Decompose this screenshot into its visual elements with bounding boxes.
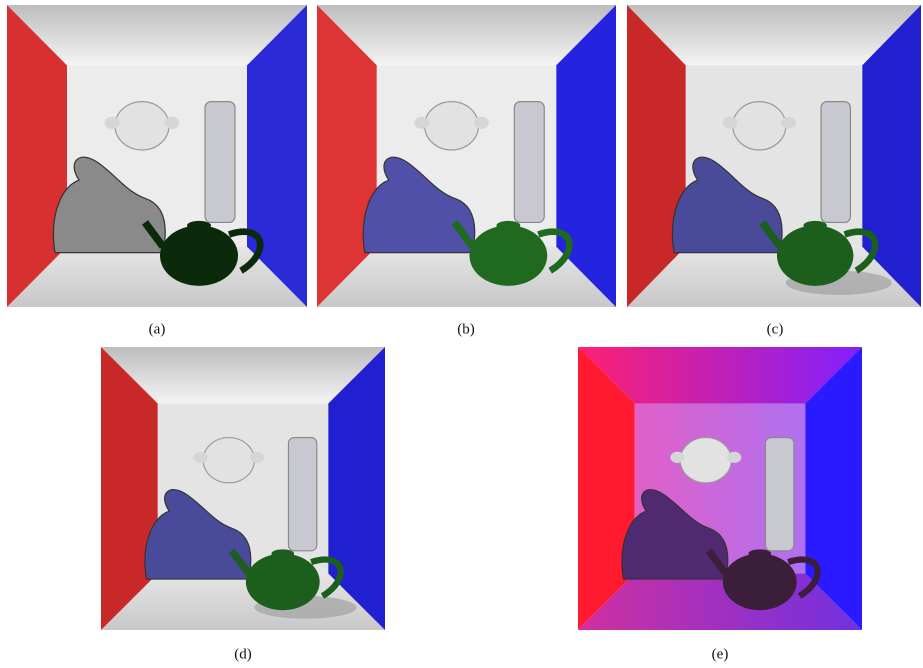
render-image (7, 5, 307, 307)
monkey-head (203, 438, 254, 483)
statue (514, 102, 544, 223)
render-image (578, 347, 862, 630)
monkey-ear (781, 117, 796, 129)
teapot (246, 554, 320, 611)
monkey-head (425, 102, 479, 150)
caption: (e) (712, 646, 729, 662)
teapot (469, 225, 547, 285)
monkey-head (115, 102, 169, 150)
teapot-lid (496, 221, 520, 230)
caption: (a) (149, 321, 166, 337)
teapot (160, 225, 238, 285)
render-image (101, 347, 385, 630)
teapot-lid (803, 221, 827, 230)
monkey-ear (670, 452, 684, 463)
monkey-ear (474, 117, 489, 129)
figure: (a) (b) (c) (d) (e) (0, 0, 923, 668)
teapot-lid (271, 549, 294, 557)
monkey-head (733, 102, 786, 150)
monkey-head (680, 438, 731, 483)
caption: (b) (457, 321, 475, 337)
caption: (c) (767, 321, 784, 337)
render-image (627, 5, 921, 307)
monkey-ear (165, 117, 180, 129)
monkey-ear (414, 117, 429, 129)
monkey-ear (727, 452, 741, 463)
teapot (723, 554, 797, 611)
monkey-ear (105, 117, 120, 129)
statue (205, 102, 235, 223)
teapot (777, 225, 853, 285)
monkey-ear (723, 117, 738, 129)
caption: (d) (234, 646, 252, 662)
teapot-lid (748, 549, 771, 557)
monkey-ear (250, 452, 264, 463)
teapot-lid (187, 221, 211, 230)
monkey-ear (193, 452, 207, 463)
statue (821, 102, 850, 223)
render-image (317, 5, 616, 307)
statue (288, 438, 316, 551)
statue (765, 438, 793, 551)
